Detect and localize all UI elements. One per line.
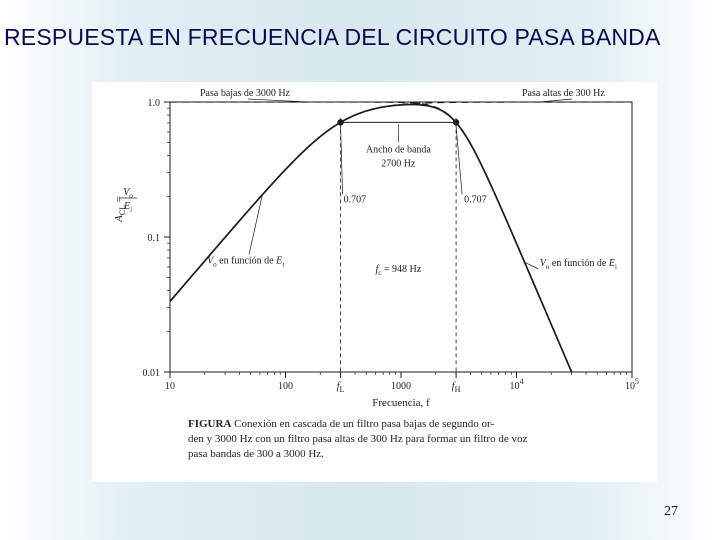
svg-text:Frecuencia, f: Frecuencia, f [372,397,430,409]
svg-text:100: 100 [278,381,293,392]
svg-text:10: 10 [165,381,175,392]
svg-text:Vo en función de Ei: Vo en función de Ei [540,258,617,271]
svg-text:Pasa altas de 300 Hz: Pasa altas de 300 Hz [522,88,605,99]
svg-text:1.0: 1.0 [148,98,161,109]
slide-root: RESPUESTA EN FRECUENCIA DEL CIRCUITO PAS… [0,0,720,540]
svg-text:0.1: 0.1 [148,233,161,244]
svg-text:1000: 1000 [391,381,411,392]
svg-text:Vo en función de Ei: Vo en función de Ei [207,255,284,268]
svg-text:FIGURA Conexión en casc: FIGURA Conexión en cascada de un filtro … [188,418,495,430]
svg-text:0.707: 0.707 [344,194,367,205]
svg-text:fH: fH [452,381,461,394]
svg-text:den y 3000 Hz con un filtro pa: den y 3000 Hz con un filtro pasa altas d… [188,433,527,445]
svg-text:0.01: 0.01 [143,368,161,379]
svg-text:105: 105 [625,377,639,392]
svg-text:Ancho de banda: Ancho de banda [366,144,432,155]
svg-text:2700 Hz: 2700 Hz [381,158,416,169]
svg-text:0.707: 0.707 [464,194,487,205]
svg-text:104: 104 [510,377,524,392]
svg-text:fL: fL [337,381,345,394]
slide-title: RESPUESTA EN FRECUENCIA DEL CIRCUITO PAS… [0,24,720,51]
svg-text:Pasa bajas de 3000 Hz: Pasa bajas de 3000 Hz [200,88,291,99]
svg-text:pasa bandas de 300 a 3000 Hz.: pasa bandas de 300 a 3000 Hz. [188,448,324,460]
figure-svg: 10 100 1000 104 105 1.0 0.1 0.01 fL fH Frecuencia,… [92,82,657,482]
figure-container: 10 100 1000 104 105 1.0 0.1 0.01 fL fH Frecuencia,… [92,82,657,482]
svg-text:fc = 948 Hz: fc = 948 Hz [375,264,421,277]
page-number: 27 [664,504,678,520]
